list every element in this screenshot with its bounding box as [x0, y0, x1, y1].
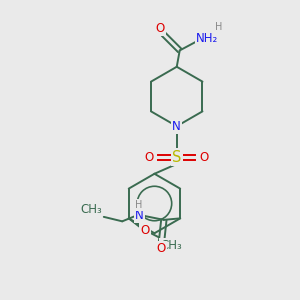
Text: H: H: [215, 22, 222, 32]
Text: H: H: [135, 200, 142, 210]
Text: O: O: [140, 224, 150, 237]
Text: O: O: [145, 151, 154, 164]
Text: CH₃: CH₃: [160, 238, 182, 252]
Text: S: S: [172, 150, 182, 165]
Text: O: O: [200, 151, 209, 164]
Text: N: N: [135, 209, 144, 222]
Text: CH₃: CH₃: [80, 203, 102, 216]
Text: NH₂: NH₂: [196, 32, 218, 45]
Text: O: O: [155, 22, 164, 34]
Text: O: O: [157, 242, 166, 255]
Text: N: N: [172, 120, 181, 133]
